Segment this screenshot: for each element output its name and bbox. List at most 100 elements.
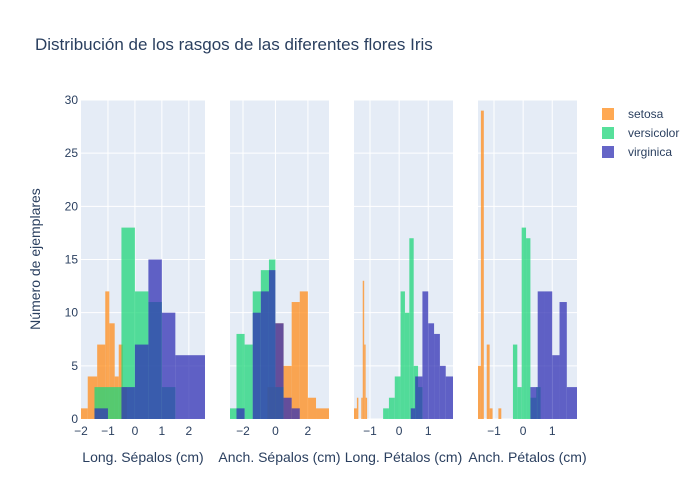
legend-swatch — [602, 127, 614, 139]
subplot-panel-4: −1 0 1 Anch. Pétalos (cm) — [468, 99, 587, 465]
bar-setosa[interactable] — [356, 397, 359, 419]
bar-virginica[interactable] — [566, 387, 577, 419]
bar-virginica[interactable] — [148, 259, 162, 420]
bar-virginica[interactable] — [252, 312, 261, 419]
bar-virginica[interactable] — [161, 312, 176, 419]
bar-virginica[interactable] — [94, 408, 108, 419]
bar-setosa[interactable] — [365, 397, 368, 419]
y-tick-label: 5 — [71, 359, 78, 373]
y-axis-title: Número de ejemplares — [27, 188, 43, 330]
bar-setosa[interactable] — [283, 365, 292, 419]
y-tick-label: 25 — [65, 146, 79, 160]
bar-virginica[interactable] — [422, 291, 429, 419]
x-tick-label: 0 — [396, 424, 403, 438]
x-tick-label: 0 — [132, 424, 139, 438]
legend-item-versicolor[interactable]: versicolor — [602, 126, 679, 140]
bar-versicolor[interactable] — [400, 291, 405, 419]
x-axis-title: Long. Sépalos (cm) — [82, 449, 203, 465]
series-virginica — [236, 270, 300, 419]
bar-versicolor[interactable] — [383, 408, 389, 419]
series-virginica — [410, 291, 453, 419]
bar-setosa[interactable] — [486, 344, 490, 419]
bar-setosa[interactable] — [307, 397, 317, 419]
bar-versicolor[interactable] — [521, 227, 527, 419]
legend-swatch — [602, 108, 614, 120]
y-tick-label: 10 — [65, 306, 79, 320]
bar-versicolor[interactable] — [526, 238, 531, 419]
bar-versicolor[interactable] — [512, 344, 518, 419]
legend-item-virginica[interactable]: virginica — [602, 145, 672, 159]
subplot-panel-2: −2 0 2 Anch. Sépalos (cm) — [218, 99, 341, 465]
bar-setosa[interactable] — [364, 344, 366, 419]
x-tick-label: 2 — [185, 424, 192, 438]
bar-virginica[interactable] — [275, 323, 284, 419]
bar-virginica[interactable] — [559, 302, 567, 419]
x-tick-label: −1 — [363, 424, 377, 438]
bar-setosa[interactable] — [118, 344, 123, 419]
series-setosa — [478, 110, 502, 419]
bar-setosa[interactable] — [81, 408, 88, 419]
subplot-panel-3: −1 0 1 Long. Pétalos (cm) — [345, 99, 462, 465]
bar-setosa[interactable] — [316, 408, 329, 419]
bar-setosa[interactable] — [498, 408, 502, 419]
x-tick-label: −2 — [236, 424, 250, 438]
bar-setosa[interactable] — [478, 365, 481, 419]
legend-item-setosa[interactable]: setosa — [602, 107, 664, 121]
bar-virginica[interactable] — [134, 344, 149, 419]
bar-setosa[interactable] — [354, 408, 357, 419]
bar-versicolor[interactable] — [388, 397, 395, 419]
bar-virginica[interactable] — [439, 365, 446, 419]
bar-setosa[interactable] — [105, 291, 110, 419]
y-tick-label: 30 — [65, 93, 79, 107]
legend[interactable]: setosa versicolor virginica — [602, 107, 679, 159]
bar-versicolor[interactable] — [121, 227, 135, 419]
x-axis-title: Anch. Sépalos (cm) — [218, 449, 340, 465]
bar-virginica[interactable] — [410, 408, 416, 419]
series-virginica — [94, 259, 205, 420]
bar-versicolor[interactable] — [236, 333, 245, 419]
bar-setosa[interactable] — [97, 344, 106, 419]
bar-versicolor[interactable] — [230, 408, 237, 419]
y-tick-label: 0 — [71, 412, 78, 426]
bar-versicolor[interactable] — [517, 387, 522, 419]
x-tick-label: 0 — [520, 424, 527, 438]
bar-virginica[interactable] — [260, 291, 269, 419]
subplot-panel-1: −2 −1 0 1 2 Long. Sépalos (cm) 0 5 10 15 20 25 30 — [65, 93, 205, 465]
bar-virginica[interactable] — [236, 408, 245, 419]
bar-setosa[interactable] — [109, 323, 115, 419]
bar-versicolor[interactable] — [404, 312, 410, 419]
bar-virginica[interactable] — [428, 323, 435, 419]
bar-virginica[interactable] — [291, 408, 300, 419]
bar-virginica[interactable] — [268, 270, 276, 419]
bar-setosa[interactable] — [480, 110, 484, 419]
y-tick-label: 15 — [65, 253, 79, 267]
bar-virginica[interactable] — [121, 387, 135, 419]
bar-versicolor[interactable] — [409, 238, 414, 419]
bar-setosa[interactable] — [291, 302, 300, 419]
bar-setosa[interactable] — [299, 291, 308, 419]
legend-label: versicolor — [628, 126, 679, 140]
x-tick-label: 1 — [425, 424, 432, 438]
y-tick-label: 20 — [65, 199, 79, 213]
x-tick-label: 1 — [159, 424, 166, 438]
bar-virginica[interactable] — [175, 355, 205, 419]
legend-label: virginica — [628, 145, 672, 159]
bar-virginica[interactable] — [544, 291, 553, 419]
bar-setosa[interactable] — [361, 397, 363, 419]
bar-virginica[interactable] — [445, 376, 453, 419]
bar-virginica[interactable] — [415, 376, 423, 419]
x-tick-label: 2 — [305, 424, 312, 438]
bar-virginica[interactable] — [434, 333, 440, 419]
bar-virginica[interactable] — [552, 355, 560, 419]
bar-virginica[interactable] — [530, 387, 538, 419]
bar-setosa[interactable] — [362, 280, 365, 419]
bar-versicolor[interactable] — [394, 376, 401, 419]
bar-virginica[interactable] — [537, 291, 545, 419]
bar-setosa[interactable] — [489, 408, 493, 419]
bar-virginica[interactable] — [283, 397, 292, 419]
x-tick-label: −2 — [74, 424, 88, 438]
bar-versicolor[interactable] — [244, 344, 253, 419]
bar-setosa[interactable] — [87, 376, 98, 419]
